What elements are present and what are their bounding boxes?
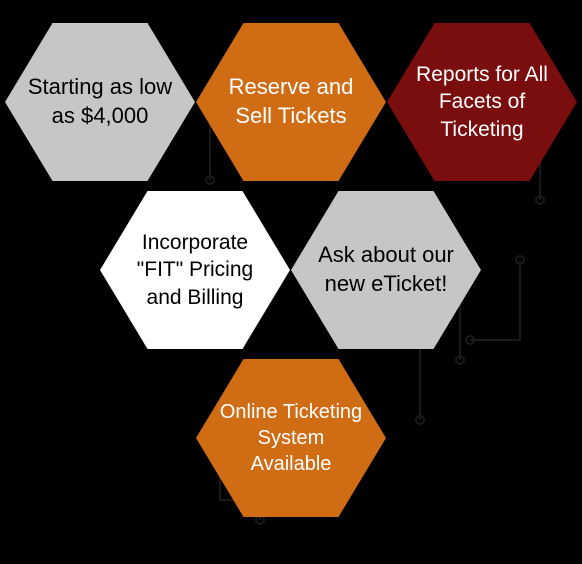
hex-eticket: Ask about our new eTicket! bbox=[291, 186, 481, 354]
hex-label: Reserve and Sell Tickets bbox=[218, 73, 364, 130]
hex-label: Ask about our new eTicket! bbox=[313, 241, 459, 298]
hexagon-infographic: Starting as low as $4,000 Reserve and Se… bbox=[0, 0, 582, 564]
hex-label: Online Ticketing System Available bbox=[218, 399, 364, 477]
hex-online-ticketing: Online Ticketing System Available bbox=[196, 354, 386, 522]
hex-reserve-sell: Reserve and Sell Tickets bbox=[196, 18, 386, 186]
hex-fit-pricing: Incorporate "FIT" Pricing and Billing bbox=[100, 186, 290, 354]
hex-reports: Reports for All Facets of Ticketing bbox=[387, 18, 577, 186]
hex-starting-price: Starting as low as $4,000 bbox=[5, 18, 195, 186]
hex-label: Reports for All Facets of Ticketing bbox=[409, 61, 555, 143]
hex-label: Incorporate "FIT" Pricing and Billing bbox=[122, 229, 268, 311]
hex-label: Starting as low as $4,000 bbox=[27, 73, 173, 130]
